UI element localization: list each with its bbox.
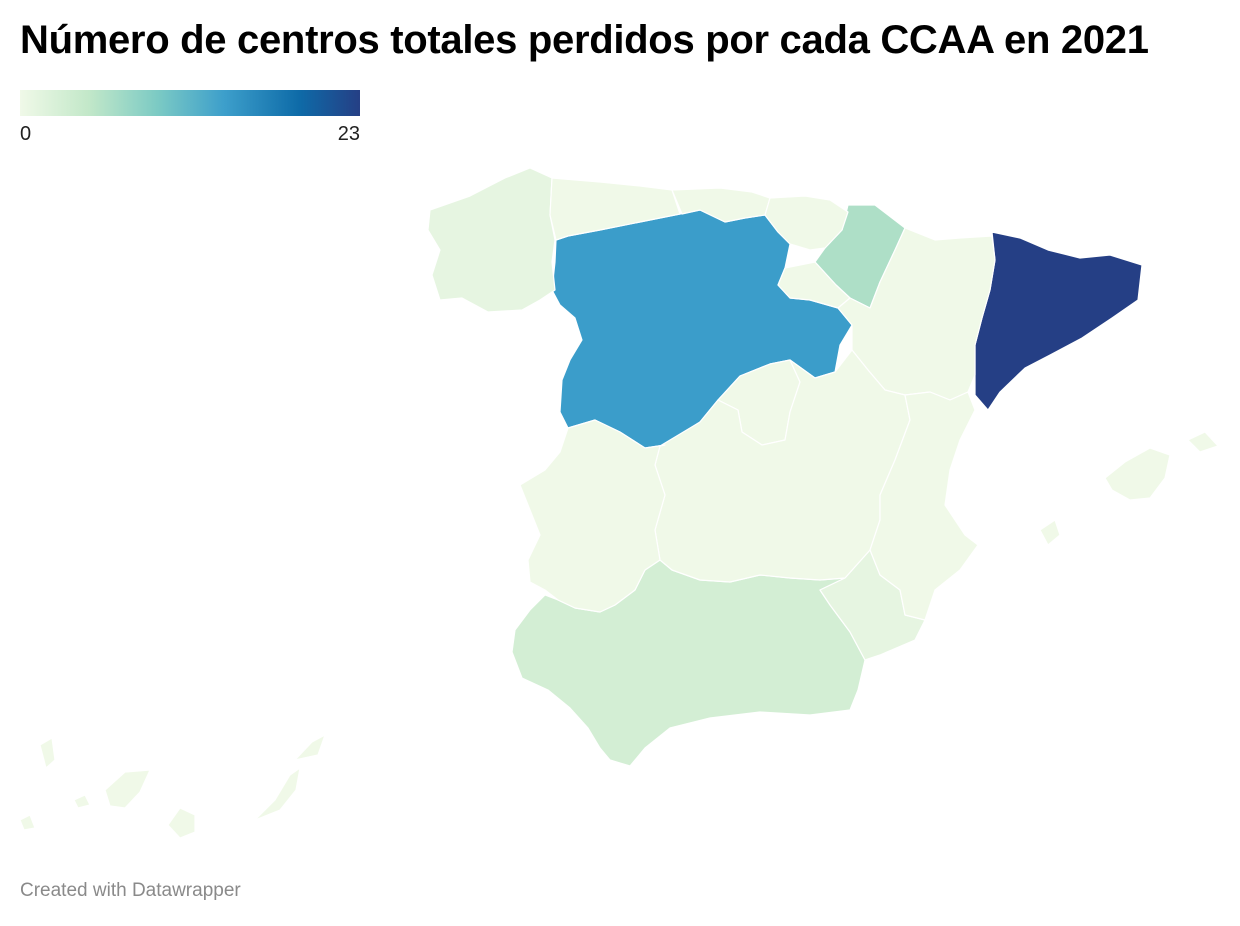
- region-shape-canarias[interactable]: Canarias: 0: [254, 767, 301, 821]
- region-shape-canarias[interactable]: Canarias: 0: [167, 807, 196, 839]
- region-shape-illes-balears[interactable]: Illes Balears: 0: [1039, 519, 1061, 546]
- region-pais-vasco[interactable]: País Vasco: 0: [764, 195, 849, 251]
- region-cantabria[interactable]: Cantabria: 0: [671, 187, 771, 223]
- region-shape-canarias[interactable]: Canarias: 0: [294, 734, 326, 761]
- color-legend: 0 23: [20, 90, 360, 147]
- credit-footer: Created with Datawrapper: [20, 880, 241, 901]
- region-shape-illes-balears[interactable]: Illes Balears: 0: [1187, 431, 1219, 453]
- region-asturias[interactable]: Asturias: 0: [549, 177, 681, 241]
- region-shape-extremadura[interactable]: Extremadura: 0: [519, 419, 666, 613]
- region-shape-illes-balears[interactable]: Illes Balears: 0: [1104, 447, 1171, 501]
- region-shape-canarias[interactable]: Canarias: 0: [19, 814, 36, 831]
- region-galicia[interactable]: Galicia: 1: [427, 167, 556, 313]
- region-shape-canarias[interactable]: Canarias: 0: [104, 769, 151, 809]
- region-shape-pais-vasco[interactable]: País Vasco: 0: [764, 195, 849, 251]
- chart-title: Número de centros totales perdidos por c…: [20, 18, 1149, 62]
- region-shape-canarias[interactable]: Canarias: 0: [39, 737, 56, 769]
- region-illes-balears[interactable]: Illes Balears: 0 Illes Balears: 0 Illes Ba…: [1039, 431, 1219, 546]
- legend-max-label: 23: [337, 123, 360, 145]
- legend-min-label: 0: [20, 123, 32, 145]
- region-canarias[interactable]: Canarias: 0 Canarias: 0 Canarias: 0 Canaria…: [19, 734, 326, 839]
- region-shape-cantabria[interactable]: Cantabria: 0: [671, 187, 771, 223]
- legend-gradient-bar: [20, 90, 360, 116]
- region-extremadura[interactable]: Extremadura: 0: [519, 419, 666, 613]
- region-shape-cataluna[interactable]: Cataluña: 23: [974, 231, 1143, 411]
- region-comunitat-valenciana[interactable]: Comunitat Valenciana: 0: [869, 391, 979, 621]
- region-shape-canarias[interactable]: Canarias: 0: [73, 794, 91, 809]
- region-cataluna[interactable]: Cataluña: 23: [974, 231, 1143, 411]
- region-shape-comunitat-valenciana[interactable]: Comunitat Valenciana: 0: [869, 391, 979, 621]
- region-shape-asturias[interactable]: Asturias: 0: [549, 177, 681, 241]
- region-shape-galicia[interactable]: Galicia: 1: [427, 167, 556, 313]
